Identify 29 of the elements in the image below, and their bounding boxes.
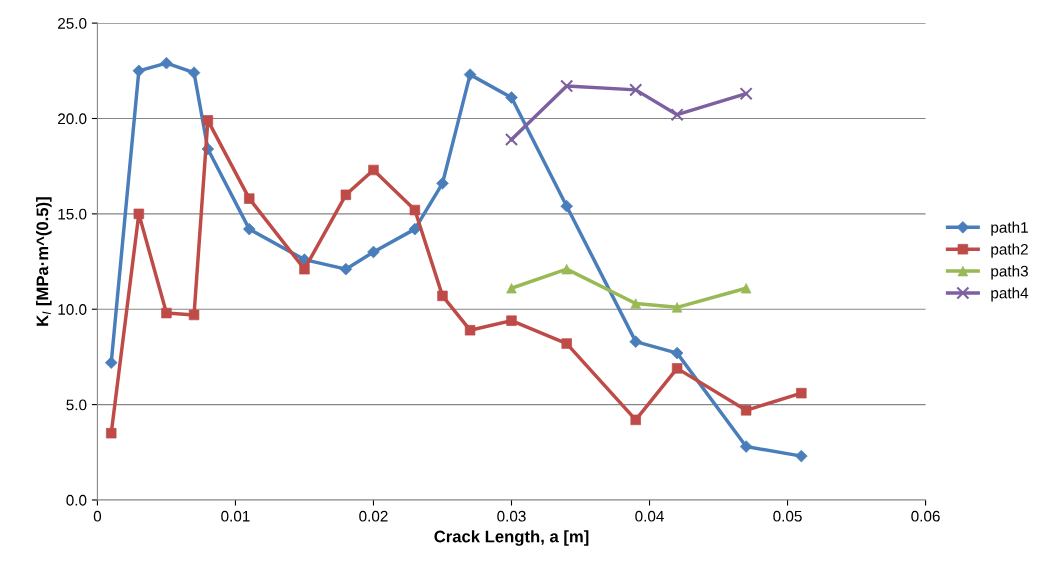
legend-label: path2	[991, 243, 1028, 258]
y-axis-title: K$_{I}$ [MPa·m^(0.5)]	[36, 197, 52, 326]
point	[739, 87, 753, 101]
legend-label: path4	[991, 287, 1029, 302]
point	[740, 405, 752, 416]
x-tick-label: 0.03	[497, 510, 526, 522]
x-tick-label: 0	[93, 510, 102, 522]
x-axis-title: Crack Length, a [m]	[434, 530, 589, 546]
x-tick-label: 0.04	[635, 510, 664, 522]
point	[630, 414, 641, 426]
legend-label: path3	[991, 265, 1028, 280]
point	[629, 83, 643, 97]
point	[409, 204, 421, 216]
y-tick-label: 15.0	[58, 208, 87, 220]
point	[188, 309, 200, 321]
x-tick-label: 0.06	[911, 510, 940, 522]
y-tick-label: 25.0	[58, 17, 87, 29]
x-tick-label: 0.05	[773, 510, 802, 522]
point	[560, 79, 574, 93]
y-tick-label: 0.0	[66, 494, 87, 506]
x-tick-label: 0.02	[359, 510, 388, 522]
x-tick-label: 0.01	[221, 510, 250, 522]
point	[464, 325, 476, 336]
legend-label: path1	[991, 221, 1028, 236]
y-tick-label: 20.0	[58, 113, 87, 125]
y-tick-label: 10.0	[58, 304, 87, 315]
point	[504, 132, 519, 147]
y-tick-label: 5.0	[66, 399, 87, 411]
point	[670, 108, 684, 122]
